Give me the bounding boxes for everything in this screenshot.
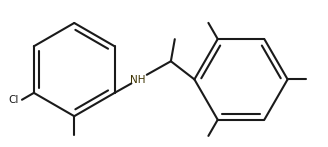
Text: Cl: Cl [9,95,19,105]
Text: NH: NH [131,75,146,85]
